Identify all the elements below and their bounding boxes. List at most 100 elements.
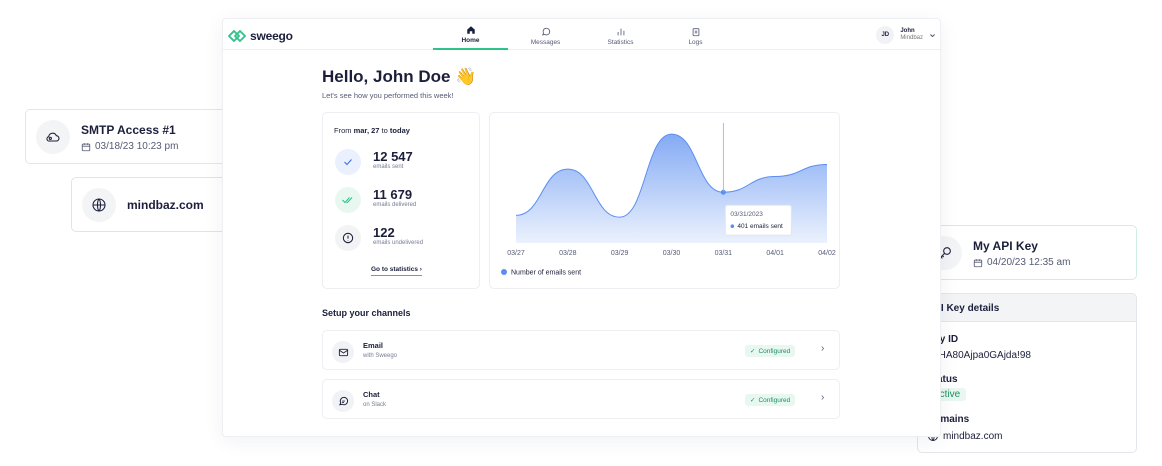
details-title: API Key details [918, 294, 1136, 322]
greeting-text: Hello, John Doe [322, 67, 451, 86]
bar-chart-icon [617, 28, 624, 36]
clipboard-icon [692, 28, 699, 37]
logo[interactable]: sweego [228, 29, 293, 43]
date-range: From mar, 27 to today [334, 126, 410, 135]
smtp-access-card[interactable]: SMTP Access #1 03/18/23 10:23 pm [25, 109, 245, 164]
channels-section-title: Setup your channels [322, 308, 411, 318]
user-company: Mindbaz [900, 35, 923, 41]
home-icon [466, 26, 475, 34]
user-name: John [900, 28, 915, 34]
smtp-date-text: 03/18/23 10:23 pm [95, 141, 179, 152]
smtp-access-date: 03/18/23 10:23 pm [81, 141, 178, 152]
domain-title: mindbaz.com [127, 198, 204, 212]
api-key-title: My API Key [973, 239, 1038, 253]
user-menu[interactable]: JD John Mindbaz [876, 26, 936, 44]
nav-statistics[interactable]: Statistics [583, 19, 658, 50]
main-nav: Home Messages Statistics Logs [433, 19, 733, 50]
data-point[interactable] [720, 189, 726, 195]
stat-sent-label: emails sent [373, 164, 404, 170]
key-id-value: xKHA80Ajpa0GAjda!98 [927, 350, 1031, 361]
range-to-date: today [389, 126, 410, 135]
series-line [515, 133, 828, 218]
alert-icon [335, 225, 361, 251]
app-window: sweego Home Messages Statistics Logs JD [222, 18, 942, 437]
x-tick-label: 03/27 [507, 250, 525, 257]
status-badge: ✓ Configured [745, 394, 796, 406]
mail-icon [332, 341, 354, 363]
x-tick-label: 03/28 [559, 250, 577, 257]
x-tick-label: 03/29 [611, 250, 629, 257]
range-to-word: to [381, 126, 388, 135]
go-to-statistics-label: Go to statistics [371, 266, 418, 273]
channel-chat-name: Chat [363, 390, 380, 399]
nav-home-label: Home [461, 37, 480, 44]
legend-dot [501, 269, 507, 275]
x-tick-label: 03/30 [663, 250, 681, 257]
api-key-card[interactable]: My API Key 04/20/23 12:35 am [917, 225, 1137, 280]
channel-email-sub: with Sweego [363, 353, 398, 359]
chevron-right-icon: › [821, 343, 825, 354]
nav-messages[interactable]: Messages [508, 19, 583, 50]
stats-card: From mar, 27 to today 12 547 emails sent… [322, 112, 480, 289]
api-key-date: 04/20/23 12:35 am [973, 257, 1070, 268]
double-check-icon [335, 187, 361, 213]
stat-undelivered-label: emails undelivered [373, 240, 424, 246]
status-badge: ✓ Configured [745, 345, 796, 357]
page-title: Hello, John Doe 👋 [322, 67, 476, 87]
channel-email-name: Email [363, 341, 384, 350]
channel-email-status: Configured [758, 347, 791, 355]
stat-undelivered: 122 emails undelivered [335, 225, 423, 251]
channel-chat-status: Configured [758, 396, 791, 404]
chevron-down-icon [930, 33, 935, 37]
check-icon: ✓ [750, 397, 756, 404]
api-key-date-text: 04/20/23 12:35 am [987, 257, 1071, 268]
x-tick-label: 03/31 [715, 250, 733, 257]
chevron-right-icon: › [821, 392, 825, 403]
chevron-right-icon: › [419, 266, 422, 273]
stat-delivered: 11 679 emails delivered [335, 187, 416, 213]
stat-sent-value: 12 547 [373, 149, 413, 164]
chat-icon [332, 390, 354, 412]
stat-sent: 12 547 emails sent [335, 149, 413, 175]
channel-chat[interactable]: Chat on Slack ✓ Configured › [322, 379, 840, 419]
tooltip-value: 401 emails sent [737, 223, 783, 230]
user-info: John Mindbaz [900, 28, 923, 42]
nav-logs[interactable]: Logs [658, 19, 733, 50]
legend-label: Number of emails sent [511, 270, 581, 277]
avatar: JD [876, 26, 895, 44]
smtp-access-title: SMTP Access #1 [81, 123, 176, 137]
nav-home[interactable]: Home [433, 19, 508, 50]
domains-label: Domains [927, 414, 970, 425]
x-tick-label: 04/02 [818, 250, 836, 257]
x-tick-label: 04/01 [766, 250, 784, 257]
key-id-label: Key ID [927, 334, 959, 345]
stat-undelivered-value: 122 [373, 225, 395, 240]
api-key-details-panel: API Key details Key ID xKHA80Ajpa0GAjda!… [917, 293, 1137, 453]
check-icon [335, 149, 361, 175]
range-from-word: From [334, 126, 352, 135]
stat-delivered-label: emails delivered [373, 202, 417, 208]
calendar-icon [973, 258, 983, 267]
chart-card: 03/27 03/28 03/29 03/30 03/31 04/01 04/02 03/31… [489, 112, 840, 289]
emails-sent-chart: 03/27 03/28 03/29 03/30 03/31 04/01 04/02 03/31… [501, 123, 836, 277]
channel-chat-sub: on Slack [363, 402, 387, 408]
range-from-date: mar, 27 [353, 126, 380, 135]
check-icon: ✓ [750, 348, 756, 355]
message-icon [541, 27, 550, 36]
status-label: Status [927, 374, 958, 385]
calendar-icon [81, 142, 91, 151]
nav-messages-label: Messages [530, 39, 561, 46]
tooltip-date: 03/31/2023 [730, 211, 763, 218]
stat-delivered-value: 11 679 [373, 187, 413, 202]
go-to-statistics-link[interactable]: Go to statistics › [371, 266, 422, 276]
globe-icon [82, 188, 116, 222]
cloud-icon [36, 120, 70, 154]
nav-statistics-label: Statistics [607, 39, 634, 46]
wave-emoji: 👋 [455, 67, 477, 86]
sweego-logo-icon [228, 30, 246, 42]
domain-value: mindbaz.com [943, 430, 1003, 442]
tooltip-dot [730, 224, 735, 229]
tooltip [724, 204, 792, 236]
logo-text: sweego [250, 29, 293, 43]
channel-email[interactable]: Email with Sweego ✓ Configured › [322, 330, 840, 370]
